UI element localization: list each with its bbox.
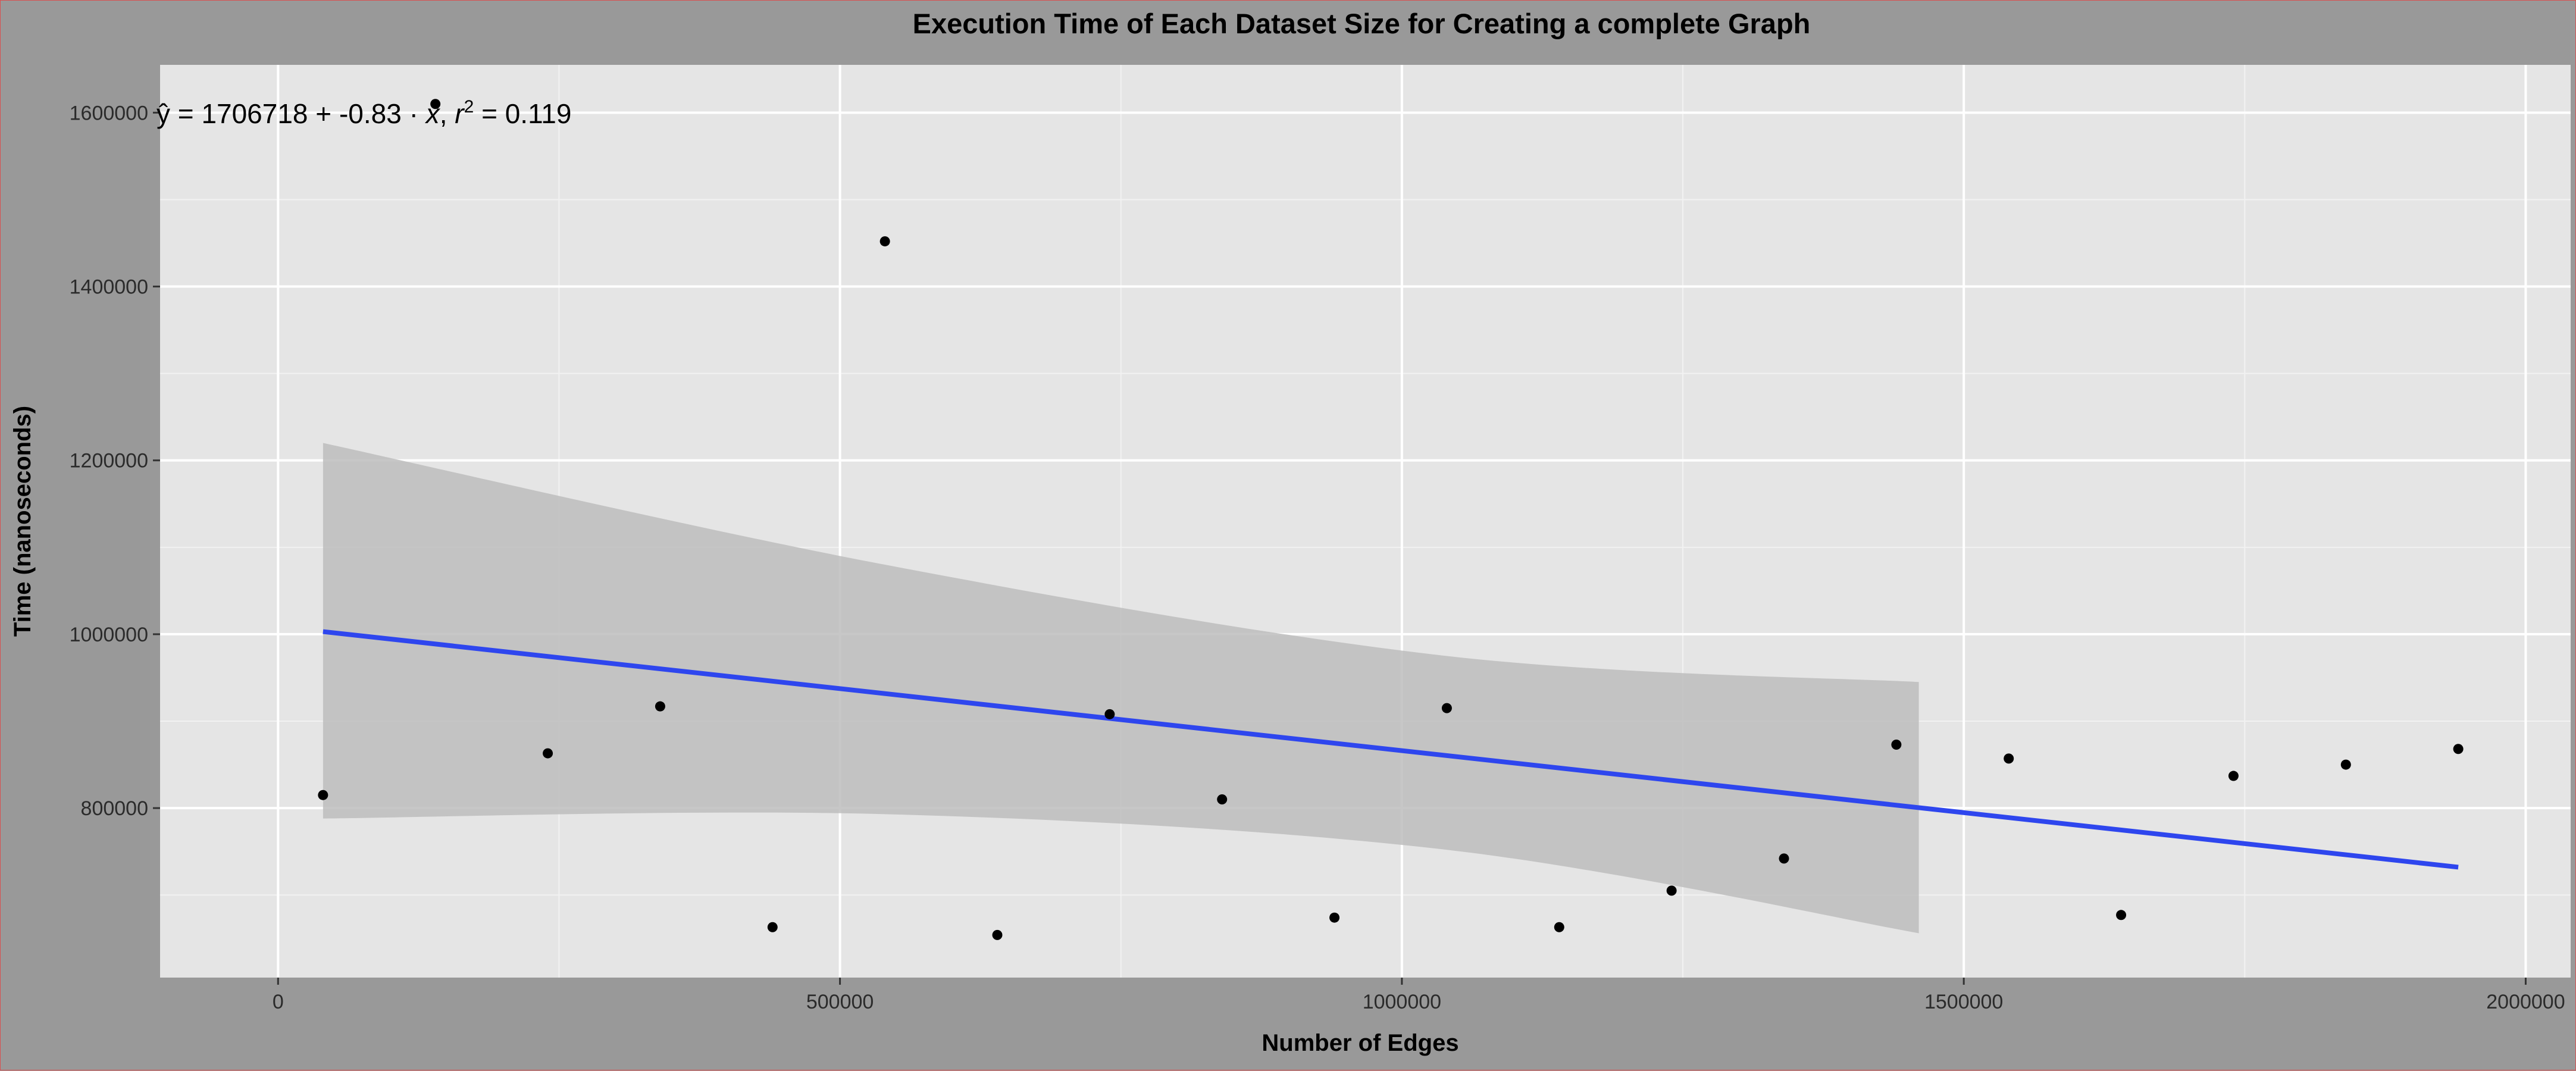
data-point <box>1217 794 1228 805</box>
data-point <box>2340 759 2351 770</box>
data-point <box>1329 912 1340 923</box>
data-point <box>1554 922 1564 932</box>
confidence-band <box>323 443 1919 934</box>
equation-sep: , <box>440 98 455 129</box>
data-point <box>1779 853 1789 864</box>
data-point <box>2116 910 2127 920</box>
equation-r-exponent: 2 <box>464 97 474 117</box>
data-point <box>430 99 441 109</box>
data-point <box>879 236 890 247</box>
y-tick-label: 1600000 <box>70 102 148 124</box>
equation-plus: + <box>308 98 339 129</box>
equation-r: r <box>455 98 465 129</box>
data-point <box>655 701 665 712</box>
data-point <box>1891 739 1902 750</box>
x-tick-label: 500000 <box>806 991 874 1013</box>
x-tick-label: 1000000 <box>1363 991 1441 1013</box>
data-point <box>1104 709 1115 719</box>
data-point <box>992 929 1003 940</box>
data-point <box>2004 753 2014 764</box>
regression-line <box>323 629 2459 870</box>
regression-equation: ŷ = 1706718 + -0.83 · x, r2 = 0.119 <box>156 97 571 129</box>
x-tick-label: 1500000 <box>1924 991 2003 1013</box>
equation-dot: · <box>402 98 426 129</box>
data-point <box>318 790 328 800</box>
y-tick-label: 1000000 <box>70 624 148 646</box>
data-point <box>2453 744 2464 754</box>
y-axis-label: Time (nanoseconds) <box>10 406 36 637</box>
equation-r2-value: = 0.119 <box>474 98 571 129</box>
y-tick-label: 1400000 <box>70 276 148 299</box>
chart-title: Execution Time of Each Dataset Size for … <box>913 8 1811 39</box>
equation-intercept: 1706718 <box>201 98 308 129</box>
equation-yhat: ŷ <box>156 98 170 129</box>
data-points <box>318 99 2464 940</box>
equation-prefix: = <box>170 98 201 129</box>
equation-slope: -0.83 <box>339 98 402 129</box>
data-point <box>543 748 553 759</box>
axis-ticks <box>153 111 2527 985</box>
data-point <box>1666 885 1677 896</box>
y-tick-label: 800000 <box>81 797 148 820</box>
x-axis-label: Number of Edges <box>1262 1030 1458 1056</box>
equation-x: x <box>425 98 441 129</box>
axis-tick-labels: 0 500000 1000000 1500000 2000000 800000 100000… <box>70 102 2565 1013</box>
data-point <box>767 922 778 932</box>
x-tick-label: 0 <box>273 991 284 1013</box>
x-tick-label: 2000000 <box>2486 991 2565 1013</box>
data-point <box>2228 771 2239 781</box>
y-tick-label: 1200000 <box>70 450 148 472</box>
data-point <box>1441 703 1452 713</box>
